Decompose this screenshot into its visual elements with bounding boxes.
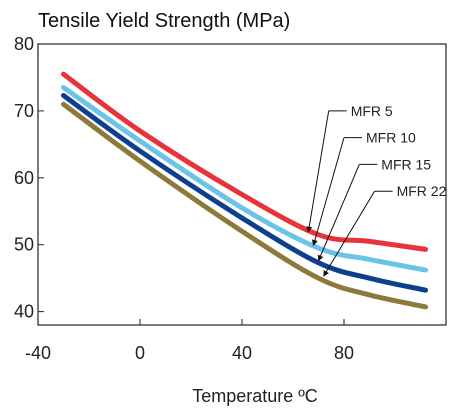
y-tick-label: 70: [14, 101, 34, 121]
axes: 40 50 60 70 80 -40 0 40 80: [14, 34, 447, 363]
x-tick-label: 0: [135, 343, 145, 363]
annotation-label-mfr-5: MFR 5: [351, 103, 393, 119]
x-tick-label: 40: [232, 343, 252, 363]
annotation-label-mfr-22: MFR 22: [397, 183, 447, 199]
series-line-mfr-22: [61, 101, 429, 310]
leader-arrow-mfr-5: [306, 110, 330, 233]
x-tick-label: -40: [25, 343, 51, 363]
series-line-mfr-5: [61, 71, 429, 252]
y-tick-label: 40: [14, 302, 34, 322]
leader-arrow-mfr-22: [323, 190, 376, 277]
x-tick-label: 80: [334, 343, 354, 363]
y-tick-label: 50: [14, 235, 34, 255]
series-line-mfr-10: [61, 85, 429, 273]
y-tick-label: 60: [14, 168, 34, 188]
leader-arrow-mfr-15: [317, 164, 360, 262]
leader-arrow-mfr-10: [311, 137, 345, 246]
annotation-label-mfr-15: MFR 15: [381, 156, 431, 172]
chart-title: Tensile Yield Strength (MPa): [38, 10, 290, 32]
series-layer: [61, 71, 429, 310]
annotation-label-mfr-10: MFR 10: [366, 130, 416, 146]
x-axis-label: Temperature ºC: [192, 386, 318, 406]
y-tick-label: 80: [14, 34, 34, 54]
series-line-mfr-15: [61, 93, 429, 293]
annotation-layer: MFR 5 MFR 10 MFR 15 MFR 22: [306, 103, 447, 277]
